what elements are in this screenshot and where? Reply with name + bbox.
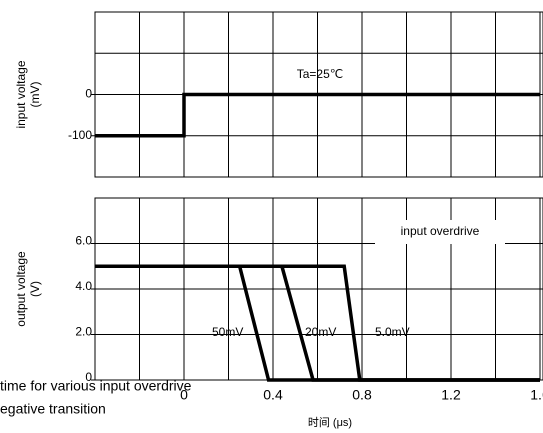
y-axis-label: output voltage [14, 251, 28, 327]
x-axis-label: 时间 (μs) [308, 416, 352, 429]
x-tick-label: 0 [180, 387, 188, 403]
x-tick-label: 0.4 [263, 387, 283, 403]
annotation: input overdrive [401, 224, 480, 238]
series-label: 5.0mV [375, 325, 410, 339]
plot-frame [94, 197, 543, 381]
series-label: 20mV [305, 325, 336, 339]
y-tick-label: 0 [85, 370, 92, 384]
x-tick-label: 1.2 [441, 387, 461, 403]
caption: egative transition [0, 401, 106, 417]
y-tick-label: 2.0 [75, 325, 92, 339]
x-tick-label: 0.8 [352, 387, 372, 403]
y-tick-label: 6.0 [75, 234, 92, 248]
y-tick-label: 0 [85, 87, 92, 101]
series-label: 50mV [212, 325, 243, 339]
y-tick-label: 4.0 [75, 279, 92, 293]
y-axis-label: input voltage [14, 60, 28, 128]
y-tick-label: -100 [68, 128, 92, 142]
y-axis-label: (mV) [28, 82, 42, 108]
caption: time for various input overdrive [0, 378, 192, 394]
line [95, 92, 540, 138]
plot-frame [94, 11, 543, 178]
annotation-box [375, 220, 505, 244]
x-tick-label: 1.6 [530, 387, 543, 403]
annotation: Ta=25℃ [297, 67, 344, 81]
y-axis-label: (V) [28, 281, 42, 297]
